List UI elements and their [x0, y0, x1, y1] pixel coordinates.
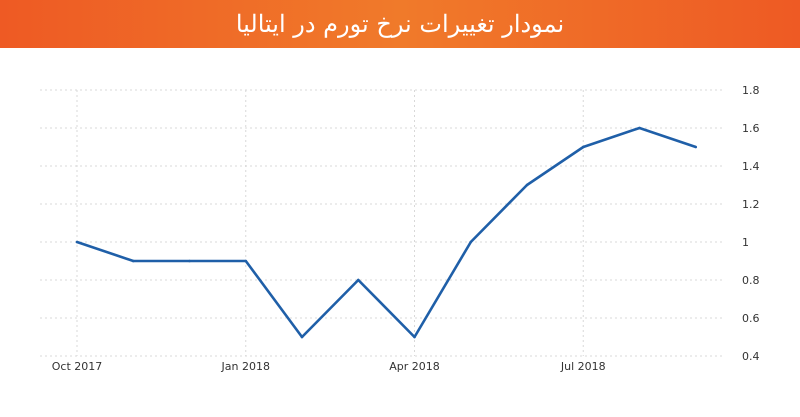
y-tick-label: 0.4 [742, 350, 760, 363]
y-tick-label: 1.4 [742, 160, 760, 173]
data-point [638, 126, 641, 130]
x-tick-label: Jul 2018 [560, 360, 606, 373]
data-point [525, 183, 529, 187]
data-point [300, 335, 304, 339]
data-point [131, 259, 135, 263]
data-point [188, 259, 191, 263]
data-point [75, 240, 79, 244]
x-tick-label: Oct 2017 [52, 360, 103, 373]
page-title: نمودار تغییرات نرخ تورم در ایتالیا [235, 10, 565, 38]
data-point [244, 259, 248, 263]
x-axis-labels: Oct 2017 Jan 2018 Apr 2018 Jul 2018 [52, 360, 606, 373]
line-chart: 0.4 0.6 0.8 1 1.2 1.4 1.6 1.8 Oct 2017 Jan 2018 A… [40, 84, 760, 373]
data-point [413, 335, 416, 339]
chart-series [75, 126, 698, 339]
data-point [469, 240, 473, 244]
y-tick-label: 1.8 [742, 84, 760, 97]
data-point [581, 145, 585, 149]
y-tick-label: 1.6 [742, 122, 760, 135]
y-tick-label: 1 [742, 236, 749, 249]
data-point [356, 278, 360, 282]
series-line-0 [76, 126, 697, 339]
y-tick-label: 0.8 [742, 274, 760, 287]
header-banner [0, 0, 800, 48]
y-tick-label: 1.2 [742, 198, 760, 211]
x-tick-label: Apr 2018 [389, 360, 440, 373]
x-tick-label: Jan 2018 [221, 360, 270, 373]
y-tick-label: 0.6 [742, 312, 760, 325]
chart-grid [40, 89, 725, 357]
y-axis-labels: 0.4 0.6 0.8 1 1.2 1.4 1.6 1.8 [742, 84, 760, 363]
data-point [694, 145, 698, 149]
